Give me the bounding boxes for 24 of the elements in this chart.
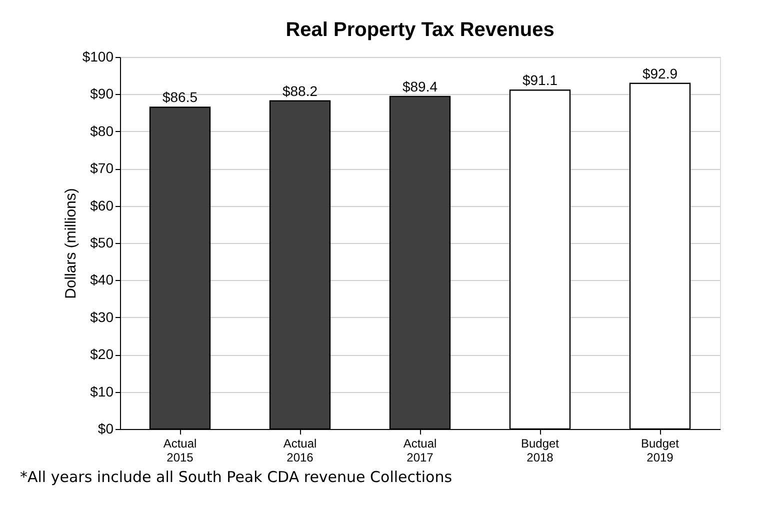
data-label: $86.5 [162,89,198,106]
chart-title: Real Property Tax Revenues [286,19,554,41]
y-tick-label: $70 [90,160,114,176]
y-tick-label: $100 [82,48,114,64]
x-tick-label: Actual 2015 [163,436,197,464]
y-tick-label: $80 [90,122,114,139]
y-tick-label: $30 [90,308,114,325]
y-tick-label: $0 [98,420,114,436]
x-tick-label: Budget 2019 [640,436,680,464]
x-tick-label: Budget 2018 [520,436,560,464]
x-tick-label: Actual 2016 [283,436,317,464]
text: *All years include all South Peak CDA revenue Collections [20,468,452,486]
x-tick-label: Actual 2017 [403,436,437,464]
y-tick-label: $50 [90,234,114,250]
y-tick-label: $40 [90,272,114,288]
data-label: $92.9 [642,65,678,82]
y-tick-label: $60 [90,197,114,214]
y-axis-title: Dollars (millions) [62,188,80,299]
data-label: $89.4 [402,78,438,94]
y-tick-label: $20 [90,346,114,362]
y-tick-label: $10 [90,383,114,400]
y-tick-label: $90 [90,86,114,102]
data-label: $88.2 [282,82,318,99]
data-label: $91.1 [522,72,558,88]
